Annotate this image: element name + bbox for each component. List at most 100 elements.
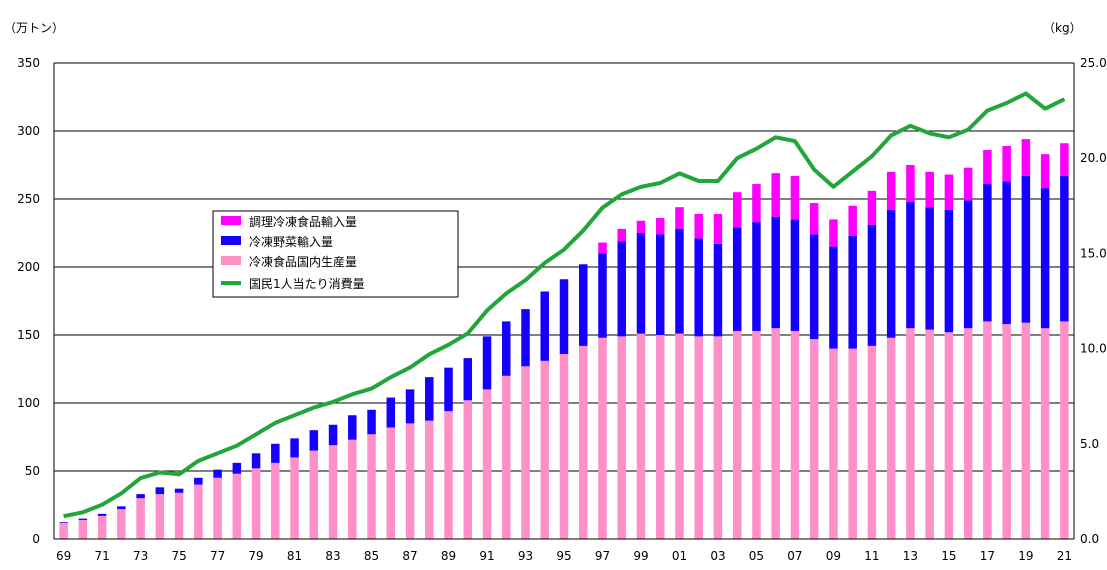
- legend-swatch-cooked-import: [221, 216, 241, 225]
- left-tick-300: 300: [17, 124, 40, 138]
- bar-veg-import-74: [155, 487, 165, 495]
- bar-domestic-97: [598, 337, 607, 539]
- bar-veg-import-15: [944, 209, 954, 333]
- bar-cooked-import-10: [848, 205, 857, 236]
- x-tick-01: 01: [672, 549, 687, 563]
- legend-label-domestic: 冷凍食品国内生産量: [249, 254, 357, 269]
- bar-veg-import-76: [194, 477, 203, 485]
- bar-domestic-75: [174, 492, 184, 539]
- left-tick-100: 100: [17, 396, 40, 410]
- right-tick-0.0: 0.0: [1080, 532, 1099, 546]
- bar-cooked-import-02: [694, 213, 703, 239]
- bar-domestic-94: [540, 360, 550, 539]
- legend-label-per-capita: 国民1人当たり消費量: [249, 276, 365, 291]
- legend: 調理冷凍食品輸入量 冷凍野菜輸入量 冷凍食品国内生産量 国民1人当たり消費量: [212, 210, 459, 298]
- line-layer: [63, 91, 1066, 519]
- right-tick-20.0: 20.0: [1080, 151, 1107, 165]
- left-axis-unit: （万トン）: [4, 21, 64, 35]
- right-tick-25.0: 25.0: [1080, 56, 1107, 70]
- bar-domestic-71: [97, 515, 107, 539]
- bar-cooked-import-07: [790, 175, 800, 220]
- bar-cooked-import-18: [1002, 145, 1011, 182]
- bar-cooked-import-05: [752, 184, 761, 223]
- bar-domestic-96: [578, 345, 588, 539]
- bar-veg-import-21: [1060, 175, 1069, 322]
- x-tick-89: 89: [441, 549, 456, 563]
- bar-domestic-14: [925, 329, 934, 539]
- bar-veg-import-08: [809, 234, 819, 340]
- x-tick-05: 05: [749, 549, 764, 563]
- bar-veg-import-13: [906, 201, 915, 329]
- bar-veg-import-81: [290, 438, 299, 458]
- bar-domestic-10: [848, 348, 857, 539]
- bar-veg-import-03: [713, 243, 723, 337]
- bar-domestic-82: [309, 450, 319, 539]
- bar-veg-import-18: [1002, 181, 1011, 325]
- bar-cooked-import-11: [867, 190, 877, 225]
- bar-veg-import-93: [521, 309, 530, 367]
- bar-veg-import-11: [867, 224, 877, 346]
- bar-domestic-69: [59, 522, 68, 539]
- legend-swatch-veg-import: [221, 236, 241, 245]
- bar-domestic-16: [963, 328, 973, 539]
- x-tick-11: 11: [864, 549, 879, 563]
- x-tick-21: 21: [1057, 549, 1072, 563]
- bar-domestic-06: [771, 328, 780, 539]
- bar-domestic-70: [78, 519, 88, 539]
- bar-cooked-import-03: [713, 213, 723, 244]
- bar-veg-import-06: [771, 216, 780, 329]
- bar-veg-import-91: [482, 336, 492, 390]
- bar-domestic-07: [790, 330, 800, 539]
- bar-veg-import-04: [732, 227, 742, 331]
- bar-veg-import-87: [405, 389, 415, 424]
- bar-domestic-13: [906, 328, 915, 539]
- bar-veg-import-12: [886, 209, 896, 338]
- x-tick-83: 83: [325, 549, 340, 563]
- right-tick-10.0: 10.0: [1080, 342, 1107, 356]
- bar-cooked-import-98: [617, 228, 626, 242]
- x-tick-73: 73: [133, 549, 148, 563]
- x-tick-19: 19: [1018, 549, 1033, 563]
- bar-domestic-18: [1002, 324, 1011, 539]
- bar-veg-import-19: [1021, 175, 1031, 323]
- bar-cooked-import-99: [636, 220, 646, 233]
- bar-veg-import-20: [1040, 188, 1050, 329]
- bar-veg-import-78: [232, 462, 242, 474]
- bar-veg-import-16: [963, 200, 973, 329]
- x-tick-13: 13: [903, 549, 918, 563]
- bar-veg-import-10: [848, 235, 857, 349]
- bar-cooked-import-14: [925, 171, 934, 208]
- bar-cooked-import-20: [1040, 154, 1050, 189]
- bar-domestic-21: [1060, 321, 1069, 539]
- bar-domestic-11: [867, 345, 877, 539]
- bar-cooked-import-01: [675, 207, 684, 229]
- x-axis-ticks: 69 71 73 75 77 79 81 83 85 87 89 91 93 95 97 99 01 03 05 07…: [56, 549, 1072, 563]
- bar-veg-import-07: [790, 219, 800, 331]
- x-tick-15: 15: [941, 549, 956, 563]
- bar-domestic-95: [559, 354, 569, 539]
- right-tick-15.0: 15.0: [1080, 246, 1107, 260]
- bar-veg-import-77: [213, 469, 222, 478]
- bar-domestic-00: [655, 335, 665, 539]
- bar-domestic-09: [829, 348, 838, 539]
- bar-veg-import-80: [271, 443, 280, 463]
- plot-area-border: [53, 62, 1075, 540]
- bar-domestic-85: [367, 434, 376, 539]
- left-tick-50: 50: [25, 464, 40, 478]
- x-tick-75: 75: [171, 549, 186, 563]
- bar-domestic-79: [251, 468, 261, 539]
- bar-cooked-import-21: [1060, 143, 1069, 176]
- bar-veg-import-17: [983, 184, 992, 322]
- bar-domestic-03: [713, 336, 723, 539]
- bar-domestic-73: [136, 498, 145, 539]
- bar-veg-import-05: [752, 222, 761, 331]
- bar-veg-import-97: [598, 253, 607, 338]
- bar-veg-import-85: [367, 409, 376, 435]
- x-tick-69: 69: [56, 549, 71, 563]
- bar-domestic-86: [386, 427, 396, 539]
- bar-domestic-87: [405, 423, 415, 539]
- x-tick-03: 03: [710, 549, 725, 563]
- bar-veg-import-79: [251, 453, 261, 469]
- bar-veg-import-09: [829, 246, 838, 349]
